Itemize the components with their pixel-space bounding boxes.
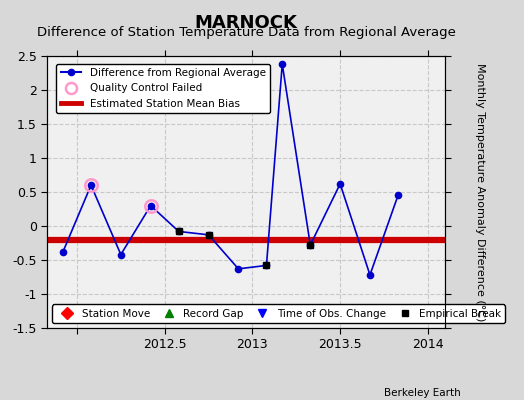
Text: Berkeley Earth: Berkeley Earth [385,388,461,398]
Y-axis label: Monthly Temperature Anomaly Difference (°C): Monthly Temperature Anomaly Difference (… [475,63,485,321]
Text: MARNOCK: MARNOCK [195,14,298,32]
Legend: Station Move, Record Gap, Time of Obs. Change, Empirical Break: Station Move, Record Gap, Time of Obs. C… [52,304,506,323]
Text: Difference of Station Temperature Data from Regional Average: Difference of Station Temperature Data f… [37,26,456,39]
